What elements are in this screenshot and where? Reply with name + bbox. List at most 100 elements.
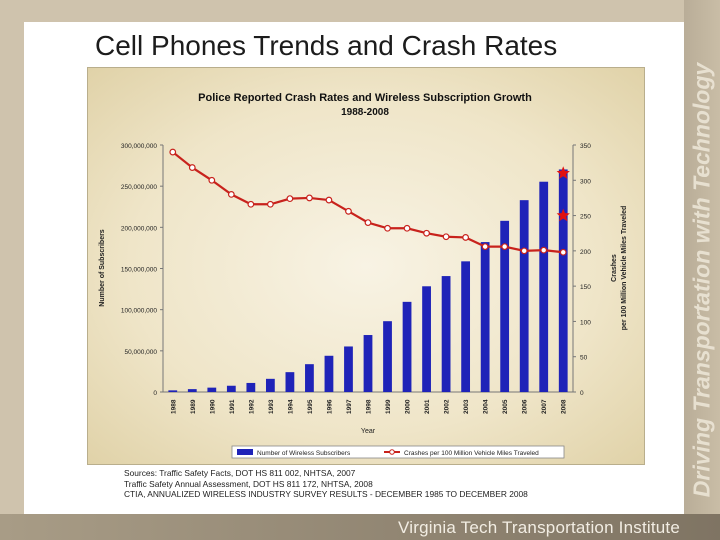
right-axis-title-line-1: Crashes xyxy=(611,254,618,282)
right-frame xyxy=(684,0,720,540)
x-tick-label: 1993 xyxy=(268,399,275,414)
right-tick-label: 150 xyxy=(580,284,591,291)
right-tick-label: 200 xyxy=(580,249,591,256)
left-tick-label: 50,000,000 xyxy=(124,349,157,356)
subscriber-bar xyxy=(344,346,353,392)
legend-line-marker xyxy=(389,449,395,455)
subscriber-bar xyxy=(324,355,334,392)
right-tick-label: 250 xyxy=(580,214,591,221)
crash-rate-point xyxy=(403,224,411,232)
subscriber-bar xyxy=(558,169,568,392)
subscriber-bar xyxy=(480,242,490,392)
subscriber-bar xyxy=(500,220,510,392)
crash-rate-point xyxy=(540,246,548,254)
crash-rate-point xyxy=(384,224,391,232)
crash-rate-point xyxy=(501,243,509,251)
crash-rate-point xyxy=(227,190,235,198)
x-tick-label: 2008 xyxy=(561,399,568,414)
crash-rate-point xyxy=(481,243,489,251)
chart-panel xyxy=(87,67,645,465)
x-tick-label: 2006 xyxy=(522,399,529,414)
star-marker xyxy=(556,166,570,179)
crash-rate-point xyxy=(520,247,528,255)
x-tick-label: 1994 xyxy=(287,399,294,414)
x-tick-label: 1989 xyxy=(190,399,197,414)
x-tick-label: 2001 xyxy=(424,399,431,414)
right-axis-title-line-2: per 100 Million Vehicle Miles Traveled xyxy=(621,206,628,331)
x-tick-label: 1995 xyxy=(307,399,314,414)
left-tick-label: 200,000,000 xyxy=(121,225,158,232)
subscriber-bar xyxy=(305,364,314,392)
subscriber-bar xyxy=(402,301,412,392)
subscriber-bar xyxy=(168,390,178,392)
subscriber-bar xyxy=(285,372,295,392)
x-tick-label: 2005 xyxy=(502,399,509,414)
subscriber-bar xyxy=(383,321,392,392)
right-tick-label: 50 xyxy=(580,355,588,362)
crash-rate-point xyxy=(286,195,294,203)
x-tick-label: 1996 xyxy=(326,399,333,414)
x-tick-label: 1997 xyxy=(346,399,353,414)
right-tick-label: 350 xyxy=(580,143,591,150)
sources-block: Sources: Traffic Safety Facts, DOT HS 81… xyxy=(124,468,528,500)
footer-institute: Virginia Tech Transportation Institute xyxy=(398,518,680,537)
x-tick-label: 2002 xyxy=(444,399,451,414)
source-line-2: Traffic Safety Annual Assessment, DOT HS… xyxy=(124,478,373,489)
x-tick-label: 1992 xyxy=(248,399,255,414)
right-tick-label: 0 xyxy=(580,390,584,397)
x-tick-label: 2007 xyxy=(541,399,548,414)
left-axis-title: Number of Subscribers xyxy=(99,229,106,307)
crash-rate-point xyxy=(306,194,313,202)
left-tick-label: 250,000,000 xyxy=(121,184,158,191)
crash-rate-point xyxy=(188,164,196,171)
crash-rate-point xyxy=(247,200,255,208)
legend-bar-swatch xyxy=(237,449,253,455)
subscriber-bar xyxy=(226,385,236,392)
subscriber-bar xyxy=(207,387,217,392)
subscriber-bar xyxy=(519,200,529,392)
crash-rate-point xyxy=(423,229,430,237)
source-line-1: Sources: Traffic Safety Facts, DOT HS 81… xyxy=(124,468,356,478)
subscriber-bar xyxy=(363,335,373,392)
slide-title: Cell Phones Trends and Crash Rates xyxy=(95,30,558,61)
crash-rate-point xyxy=(559,248,567,256)
subscriber-bar xyxy=(265,378,275,392)
left-tick-label: 300,000,000 xyxy=(121,143,158,150)
x-tick-label: 1999 xyxy=(385,399,392,414)
right-tick-label: 100 xyxy=(580,319,591,326)
subscriber-bar xyxy=(187,389,197,392)
legend-line-label: Crashes per 100 Million Vehicle Miles Tr… xyxy=(404,450,539,457)
crash-rate-point xyxy=(462,234,470,241)
crash-rate-point xyxy=(169,148,177,156)
x-tick-label: 2000 xyxy=(405,399,412,414)
footer-bar xyxy=(0,514,720,540)
chart-subtitle: 1988-2008 xyxy=(341,107,389,118)
chart-title: Police Reported Crash Rates and Wireless… xyxy=(198,92,532,104)
subscriber-bar xyxy=(539,181,549,392)
x-tick-label: 1990 xyxy=(209,399,216,414)
left-tick-label: 150,000,000 xyxy=(121,267,158,274)
left-tick-label: 100,000,000 xyxy=(121,308,158,315)
crash-rate-point xyxy=(345,207,352,215)
x-axis-title: Year xyxy=(361,428,376,435)
crash-rate-point xyxy=(325,196,333,204)
crash-rate-point xyxy=(208,176,216,184)
crash-rate-point xyxy=(364,219,372,227)
crash-rate-point xyxy=(442,233,450,241)
x-tick-label: 2003 xyxy=(463,399,470,414)
legend-bar-label: Number of Wireless Subscribers xyxy=(257,450,351,457)
left-tick-label: 0 xyxy=(153,390,157,397)
source-line-3: CTIA, ANNUALIZED WIRELESS INDUSTRY SURVE… xyxy=(124,489,528,499)
x-tick-label: 1991 xyxy=(229,399,236,414)
subscriber-bar xyxy=(422,286,431,392)
subscriber-bar xyxy=(461,261,471,392)
x-tick-label: 1988 xyxy=(170,399,177,414)
x-tick-label: 2004 xyxy=(483,399,490,414)
subscriber-bar xyxy=(246,382,256,392)
crash-rate-point xyxy=(266,200,274,208)
x-tick-label: 1998 xyxy=(366,399,373,414)
subscriber-bar xyxy=(441,276,451,392)
right-tick-label: 300 xyxy=(580,178,591,185)
star-marker xyxy=(556,208,570,222)
